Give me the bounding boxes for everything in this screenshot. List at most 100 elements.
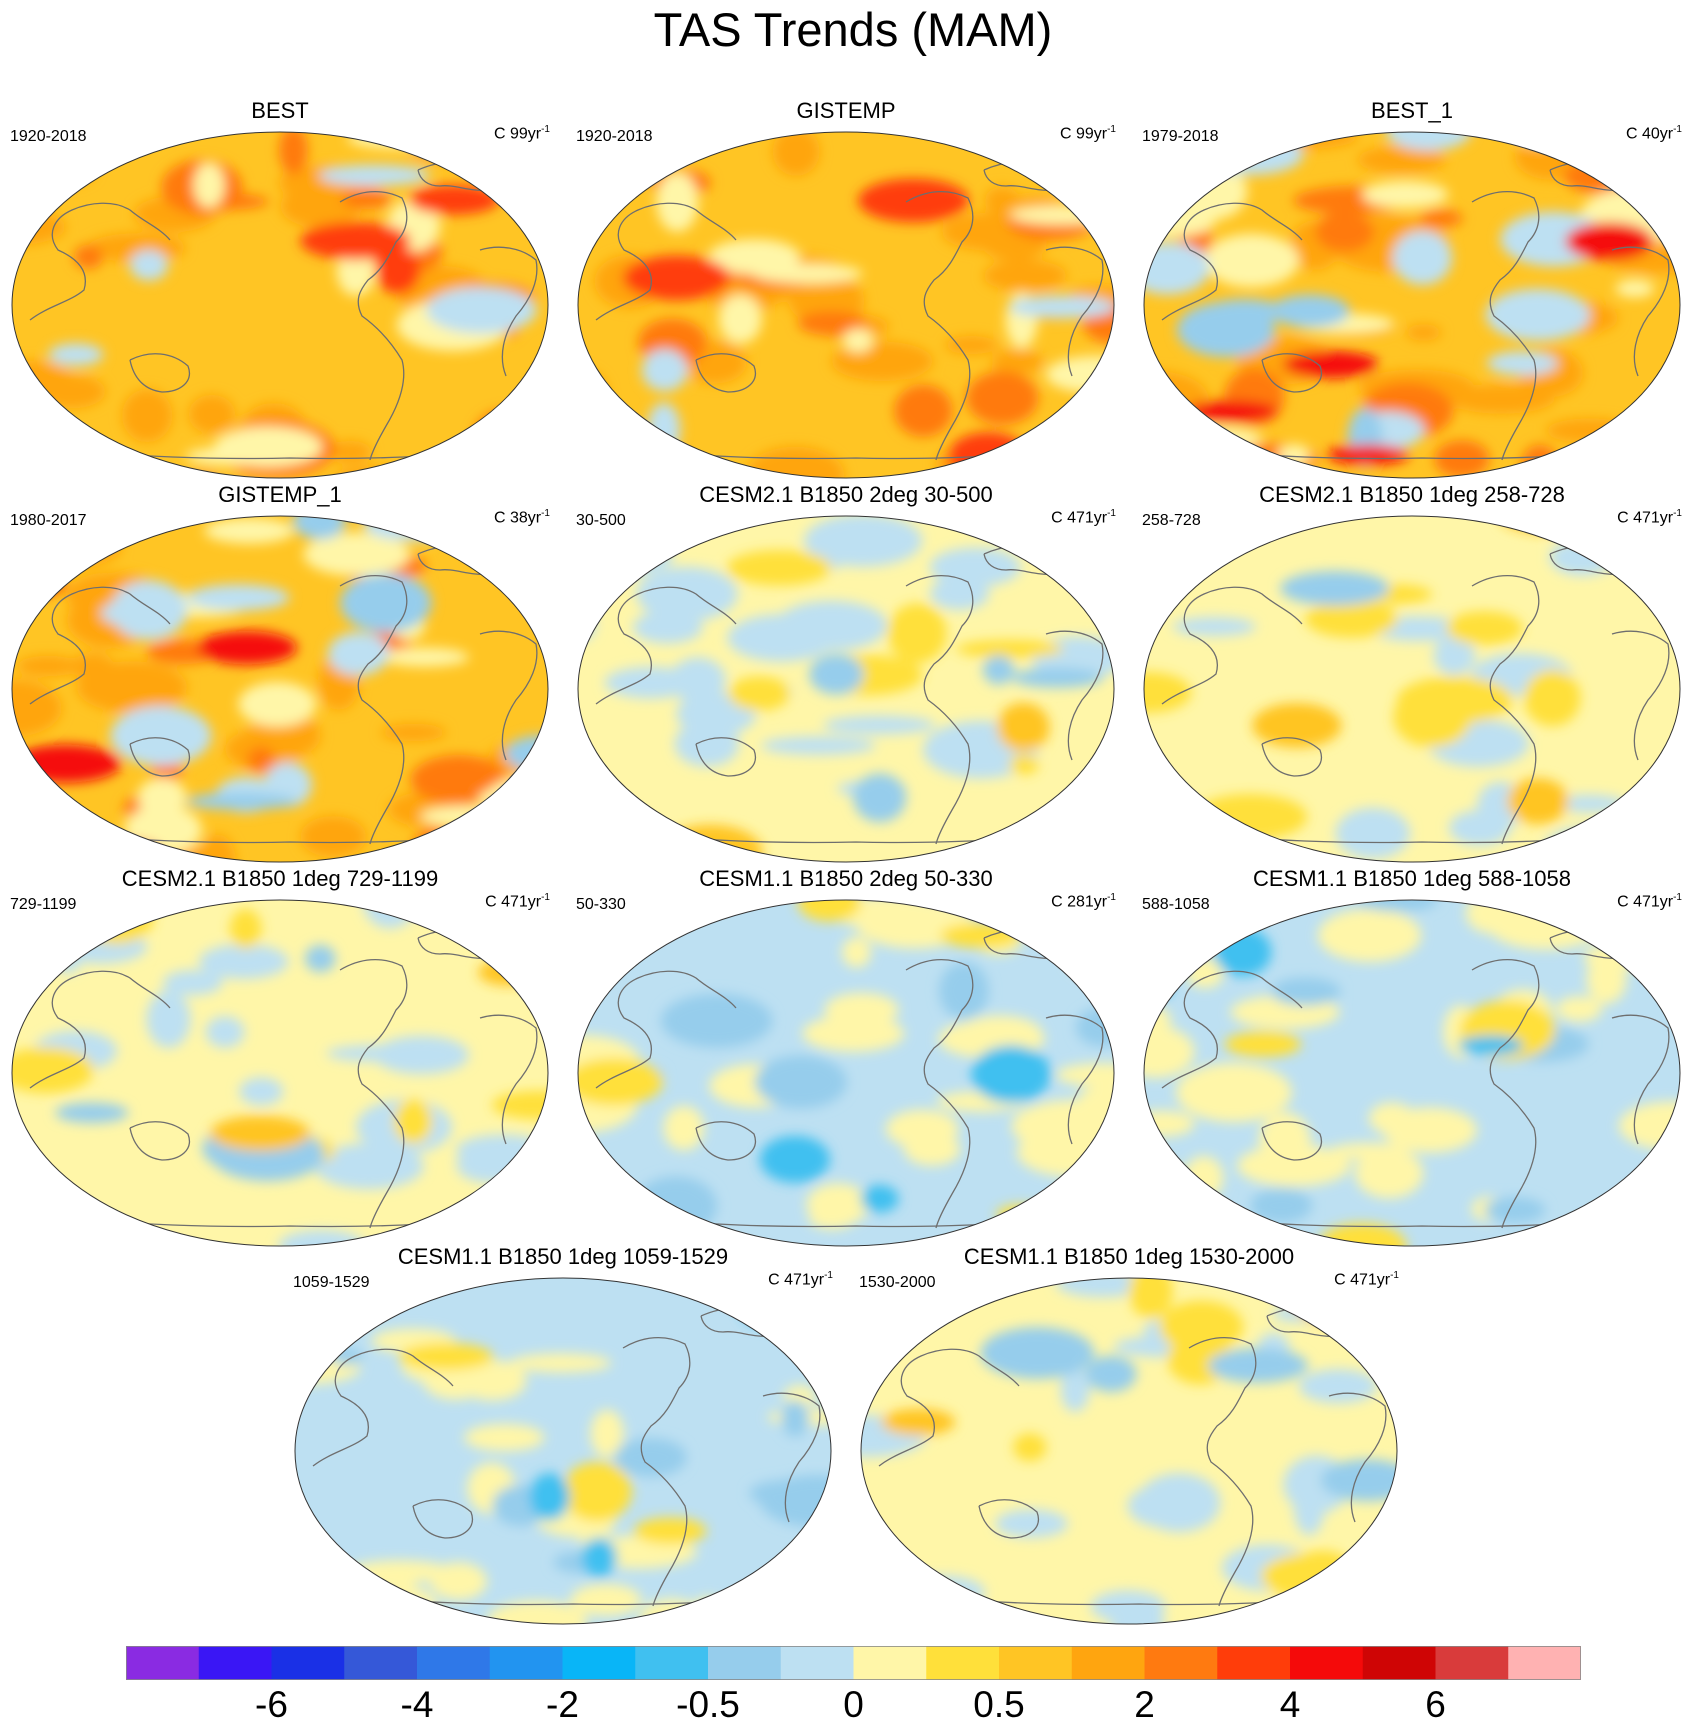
map-anomaly-region bbox=[1305, 600, 1398, 638]
trend-map bbox=[1143, 899, 1681, 1247]
map-anomaly-region bbox=[188, 394, 236, 434]
panel-title: CESM2.1 B1850 1deg 729-1199 bbox=[121, 866, 439, 891]
colorbar-segment bbox=[126, 1646, 200, 1680]
map-anomaly-region bbox=[897, 1608, 962, 1624]
trend-map bbox=[577, 899, 1115, 1247]
map-anomaly-region bbox=[1157, 426, 1262, 452]
trend-map bbox=[1143, 515, 1681, 863]
panel-title: GISTEMP bbox=[796, 98, 896, 123]
map-anomaly-region bbox=[1326, 444, 1410, 465]
panel-period: 1059-1529 bbox=[293, 1274, 370, 1291]
map-anomaly-region bbox=[1203, 233, 1299, 288]
coastline bbox=[1261, 1121, 1322, 1161]
map-anomaly-region bbox=[1484, 1197, 1546, 1224]
map-anomaly-region bbox=[804, 516, 923, 567]
panel-units: C 99yr-1 bbox=[1059, 124, 1116, 143]
panel-period: 1530-2000 bbox=[859, 1274, 936, 1291]
coastline bbox=[339, 958, 408, 1229]
map-anomaly-region bbox=[860, 1184, 899, 1213]
map-anomaly-region bbox=[761, 736, 876, 755]
map-anomaly-region bbox=[1486, 351, 1558, 376]
map-anomaly-region bbox=[12, 1225, 75, 1246]
map-anomaly-region bbox=[292, 516, 347, 540]
map-anomaly-region bbox=[1144, 1026, 1195, 1078]
panel-units: C 471yr-1 bbox=[1334, 1270, 1399, 1289]
map-anomaly-region bbox=[966, 371, 1039, 425]
map-anomaly-region bbox=[1335, 807, 1411, 859]
map-anomaly-region bbox=[633, 1517, 707, 1545]
coastline bbox=[1611, 246, 1670, 377]
trend-map bbox=[577, 515, 1115, 863]
map-anomaly-region bbox=[111, 580, 188, 640]
panel-title: CESM1.1 B1850 1deg 588-1058 bbox=[1252, 866, 1571, 891]
map-anomaly-region bbox=[1200, 133, 1304, 175]
colorbar-tick-label: -2 bbox=[546, 1684, 579, 1725]
map-anomaly-region bbox=[806, 1183, 870, 1226]
map-panel: CESM2.1 B1850 2deg 30-500 30-500 C 471yr-1 bbox=[566, 482, 1126, 872]
panel-units: C 471yr-1 bbox=[1617, 508, 1682, 527]
map-anomaly-region bbox=[1272, 1304, 1331, 1323]
colorbar-segment bbox=[1290, 1646, 1364, 1680]
map-anomaly-region bbox=[238, 681, 317, 727]
map-anomaly-region bbox=[19, 525, 122, 568]
map-border bbox=[11, 131, 549, 479]
map-anomaly-region bbox=[1270, 294, 1350, 328]
panel-period: 1979-2018 bbox=[1142, 128, 1219, 145]
map-anomaly-region bbox=[1183, 1156, 1224, 1200]
coastline bbox=[905, 958, 974, 1229]
coastline bbox=[29, 970, 171, 1089]
panel-units: C 99yr-1 bbox=[493, 124, 550, 143]
coastline bbox=[1611, 1014, 1670, 1145]
map-anomaly-region bbox=[12, 1172, 58, 1207]
map-anomaly-region bbox=[939, 962, 989, 1020]
map-anomaly-region bbox=[1419, 209, 1463, 228]
map-anomaly-region bbox=[947, 432, 1029, 478]
map-anomaly-region bbox=[122, 389, 173, 443]
map-anomaly-region bbox=[861, 1564, 916, 1597]
map-anomaly-region bbox=[1237, 1144, 1351, 1187]
map-panel: BEST 1920-2018 C 99yr-1 bbox=[0, 98, 560, 488]
map-anomaly-region bbox=[1213, 927, 1272, 977]
map-anomaly-region bbox=[1524, 669, 1581, 727]
map-anomaly-region bbox=[1127, 1484, 1201, 1528]
map-border bbox=[11, 899, 549, 1247]
panel-units: C 471yr-1 bbox=[485, 892, 550, 911]
map-anomaly-region bbox=[995, 1509, 1068, 1538]
map-anomaly-region bbox=[578, 1058, 663, 1106]
map-anomaly-region bbox=[74, 461, 153, 478]
map-anomaly-region bbox=[458, 1360, 527, 1401]
map-anomaly-region bbox=[727, 614, 837, 662]
map-anomaly-region bbox=[197, 630, 297, 665]
map-anomaly-region bbox=[809, 1291, 831, 1322]
map-anomaly-region bbox=[614, 1438, 687, 1477]
coastline bbox=[1045, 1014, 1104, 1145]
colorbar-segment bbox=[780, 1646, 854, 1680]
colorbar-frame bbox=[126, 1646, 1581, 1680]
map-anomaly-region bbox=[1485, 288, 1590, 341]
map-anomaly-region bbox=[73, 244, 104, 269]
map-anomaly-region bbox=[1383, 1107, 1477, 1153]
coastline bbox=[1261, 737, 1322, 777]
trend-map bbox=[294, 1277, 832, 1625]
panel-title: BEST_1 bbox=[1371, 98, 1453, 123]
coastline bbox=[905, 574, 974, 845]
map-anomaly-region bbox=[1144, 390, 1180, 427]
map-anomaly-region bbox=[1357, 145, 1446, 174]
map-anomaly-region bbox=[1008, 295, 1114, 319]
coastline bbox=[412, 1499, 473, 1539]
coastline bbox=[1261, 353, 1322, 393]
map-anomaly-region bbox=[980, 1327, 1095, 1379]
coastline bbox=[695, 353, 756, 393]
coastline bbox=[479, 630, 538, 761]
coastline bbox=[1161, 970, 1303, 1089]
coastline bbox=[595, 202, 737, 321]
map-anomaly-region bbox=[1011, 667, 1104, 688]
map-panel: CESM1.1 B1850 1deg 1059-1529 1059-1529 C 4… bbox=[283, 1244, 843, 1634]
map-anomaly-region bbox=[1128, 1278, 1173, 1319]
map-anomaly-region bbox=[578, 944, 621, 962]
coastline bbox=[695, 1121, 756, 1161]
coastline bbox=[878, 1348, 1020, 1467]
trend-map bbox=[11, 515, 549, 863]
trend-map bbox=[860, 1277, 1398, 1625]
map-anomaly-region bbox=[36, 374, 106, 409]
